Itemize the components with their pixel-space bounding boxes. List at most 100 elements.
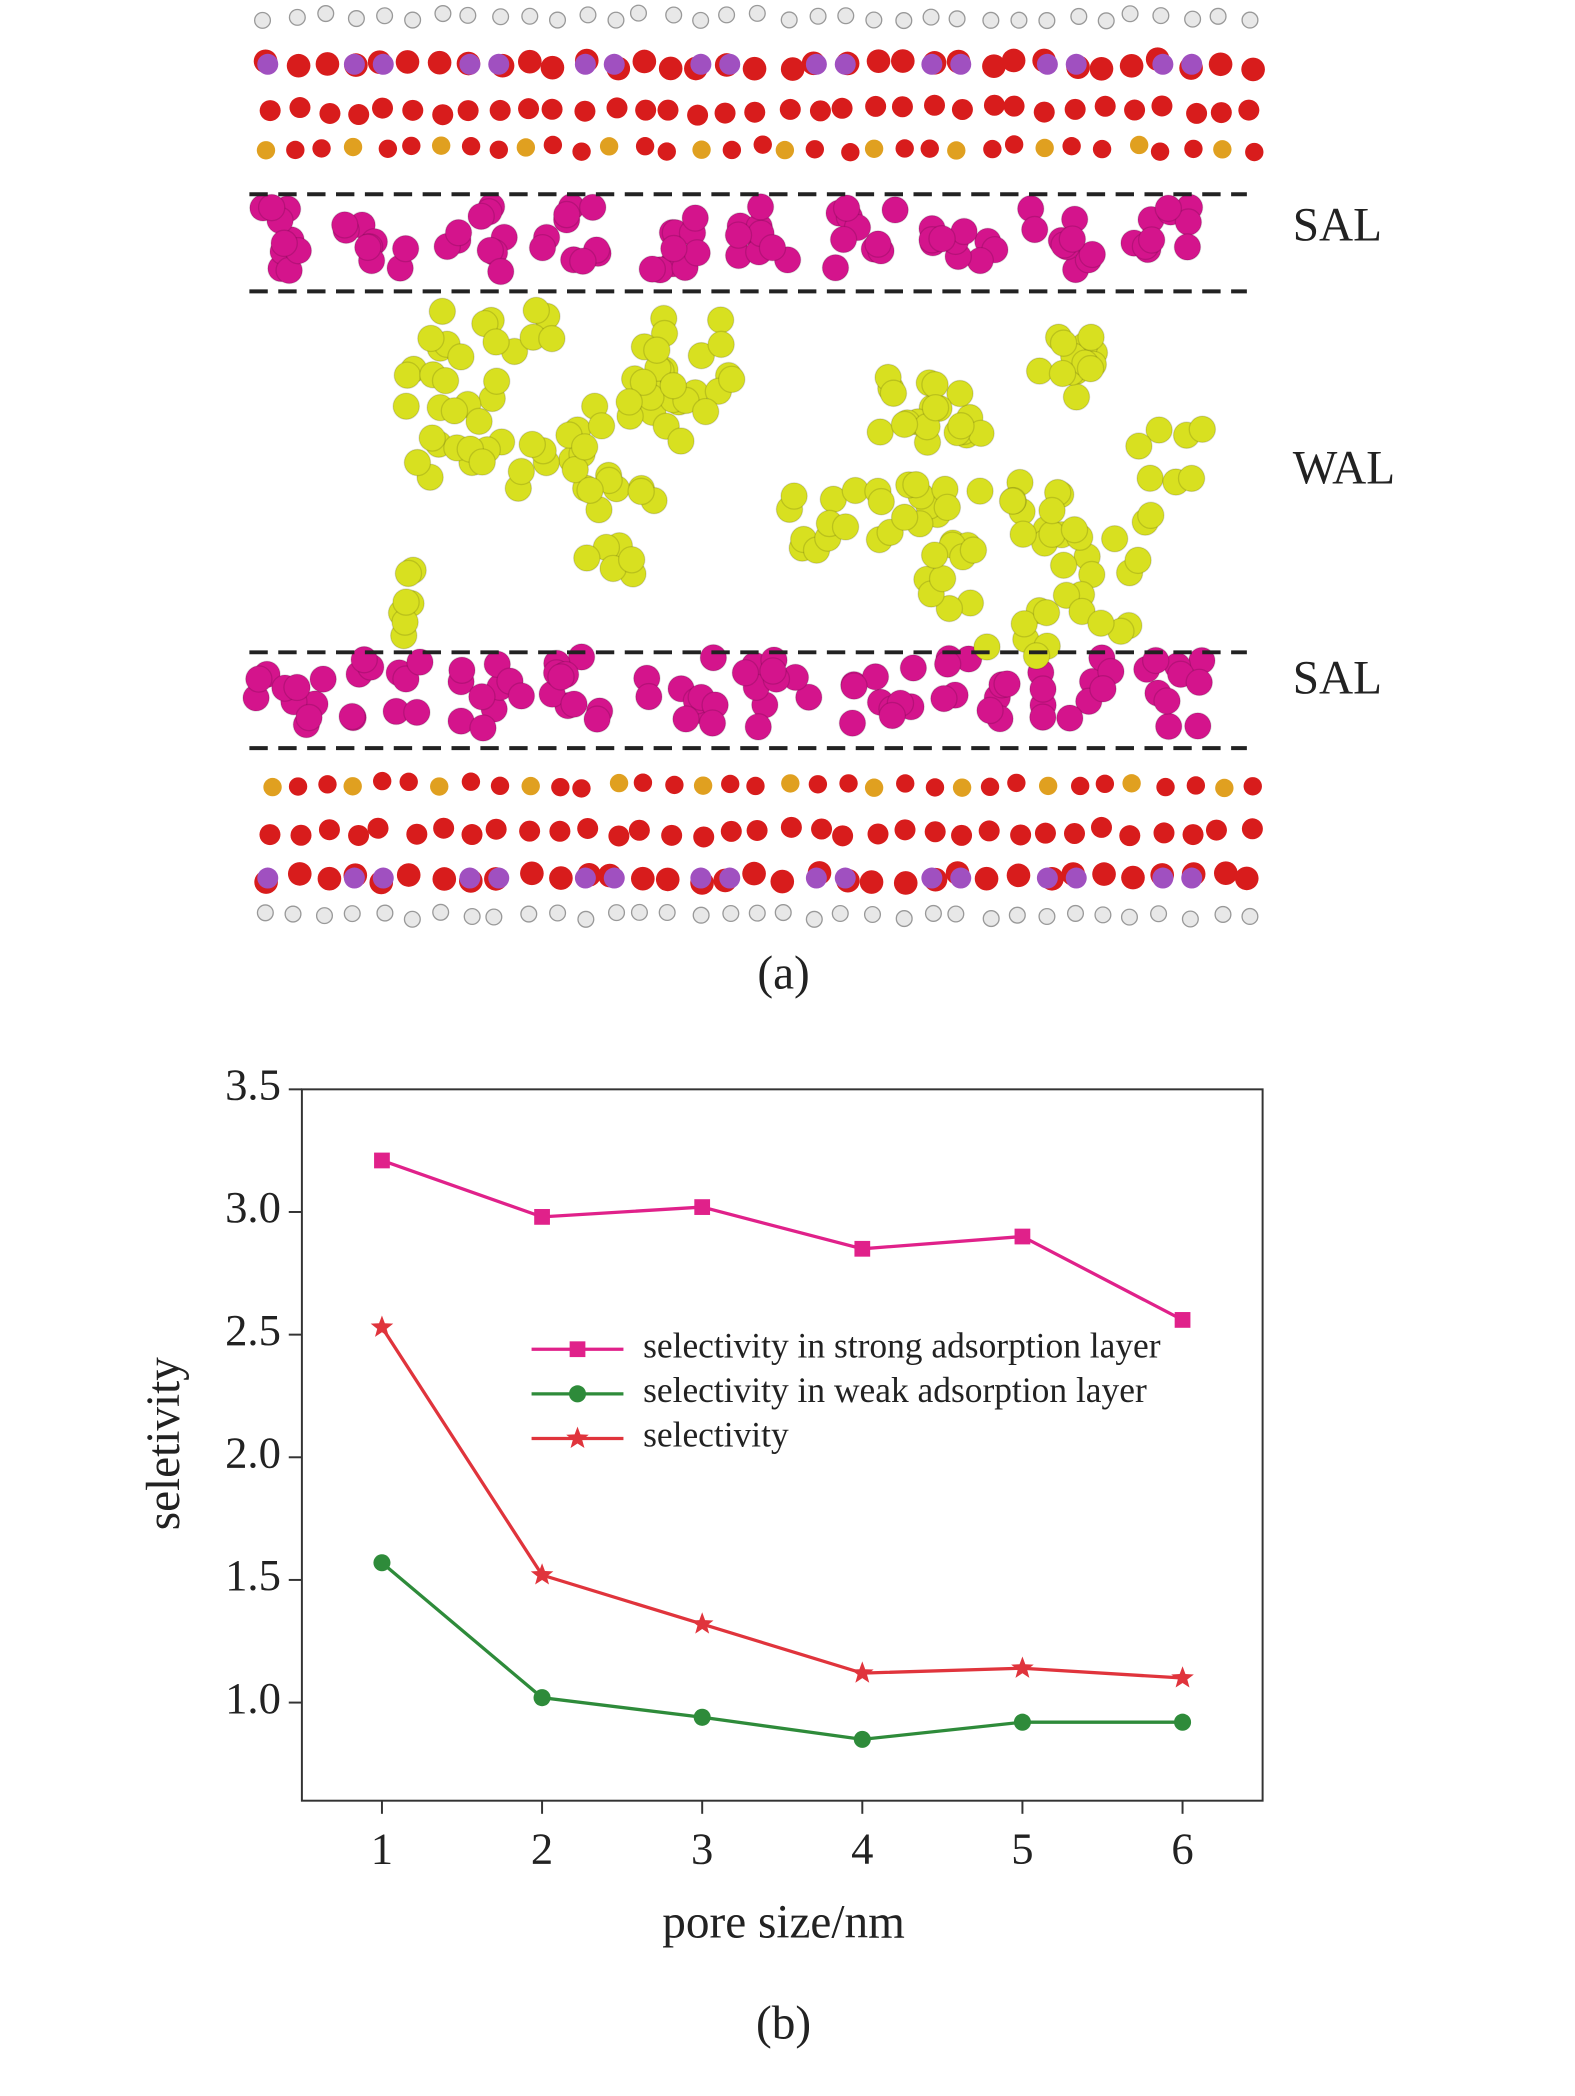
marker <box>1014 1228 1031 1245</box>
atom <box>902 470 930 499</box>
atom <box>489 99 511 121</box>
atom <box>781 774 800 793</box>
atom <box>1181 53 1203 75</box>
atom <box>418 424 446 452</box>
atom <box>576 476 604 505</box>
atom <box>707 330 735 359</box>
atom <box>920 541 949 569</box>
atom <box>805 910 823 928</box>
atom <box>1238 99 1260 121</box>
atom <box>290 824 312 846</box>
atom <box>928 564 957 593</box>
atom <box>376 904 394 922</box>
atom <box>922 8 940 26</box>
atom <box>920 139 939 158</box>
atom <box>1097 12 1115 30</box>
atom <box>1181 867 1203 889</box>
atom <box>459 867 481 889</box>
atom <box>687 104 709 126</box>
layer-label: SAL <box>1293 200 1382 252</box>
atom <box>1137 501 1165 530</box>
atom <box>895 910 913 928</box>
atom <box>1065 867 1087 889</box>
atom <box>717 365 746 394</box>
atom <box>1124 99 1146 121</box>
atom <box>396 863 421 887</box>
atom <box>289 97 311 119</box>
atom <box>488 53 510 75</box>
atom <box>720 820 742 842</box>
atom <box>518 98 540 120</box>
atom <box>1122 774 1141 793</box>
atom <box>507 457 536 486</box>
marker <box>534 1209 550 1225</box>
atom <box>780 11 798 29</box>
atom <box>520 905 538 923</box>
atom <box>317 866 342 891</box>
atom <box>924 94 946 116</box>
atom <box>742 861 766 886</box>
atom <box>1006 863 1031 888</box>
atom <box>1154 712 1183 741</box>
atom <box>924 904 942 922</box>
atom <box>541 98 563 120</box>
atom <box>657 142 676 161</box>
atom <box>629 368 658 397</box>
atom <box>579 6 597 24</box>
atom <box>1241 57 1265 82</box>
atom <box>980 777 1000 797</box>
atom <box>1089 675 1117 703</box>
atom <box>372 771 392 791</box>
atom <box>569 247 597 276</box>
atom <box>1188 415 1217 444</box>
atom <box>402 99 424 121</box>
atom <box>1064 98 1086 120</box>
atom <box>878 701 907 730</box>
atom <box>459 53 481 75</box>
y-tick-label: 1.0 <box>225 1673 281 1723</box>
atom <box>599 137 619 156</box>
atom <box>399 772 418 792</box>
atom <box>1033 101 1055 123</box>
y-tick-label: 2.5 <box>225 1305 281 1355</box>
atom <box>1007 773 1026 793</box>
atom <box>315 52 340 76</box>
atom <box>692 140 711 159</box>
atom <box>982 54 1006 79</box>
atom <box>615 388 643 416</box>
atom <box>894 819 916 841</box>
atom <box>865 11 883 29</box>
atom <box>1121 5 1139 23</box>
atom <box>1121 865 1145 890</box>
atom <box>552 200 581 229</box>
marker <box>1171 1666 1194 1688</box>
atom <box>448 656 476 684</box>
atom <box>1009 520 1037 549</box>
atom <box>1008 906 1026 924</box>
atom <box>270 229 298 258</box>
atom <box>1077 323 1105 352</box>
atom <box>950 53 972 75</box>
atom <box>257 193 286 222</box>
atom <box>719 867 741 889</box>
atom <box>665 775 684 795</box>
atom <box>808 775 828 794</box>
panel-caption: (b) <box>756 1998 811 2050</box>
atom <box>973 633 1001 661</box>
atom <box>978 820 1000 842</box>
atom <box>721 774 740 794</box>
atom <box>343 905 361 923</box>
atom <box>1124 546 1152 575</box>
atom <box>718 6 736 24</box>
atom <box>974 866 999 891</box>
marker <box>693 1708 711 1726</box>
atom <box>1186 102 1208 124</box>
atom <box>488 867 510 889</box>
atom <box>403 910 421 928</box>
atom <box>549 866 573 890</box>
atom <box>468 448 497 476</box>
atom <box>1152 7 1170 25</box>
atom <box>1038 496 1066 525</box>
atom <box>1004 135 1024 154</box>
atom <box>993 670 1021 698</box>
